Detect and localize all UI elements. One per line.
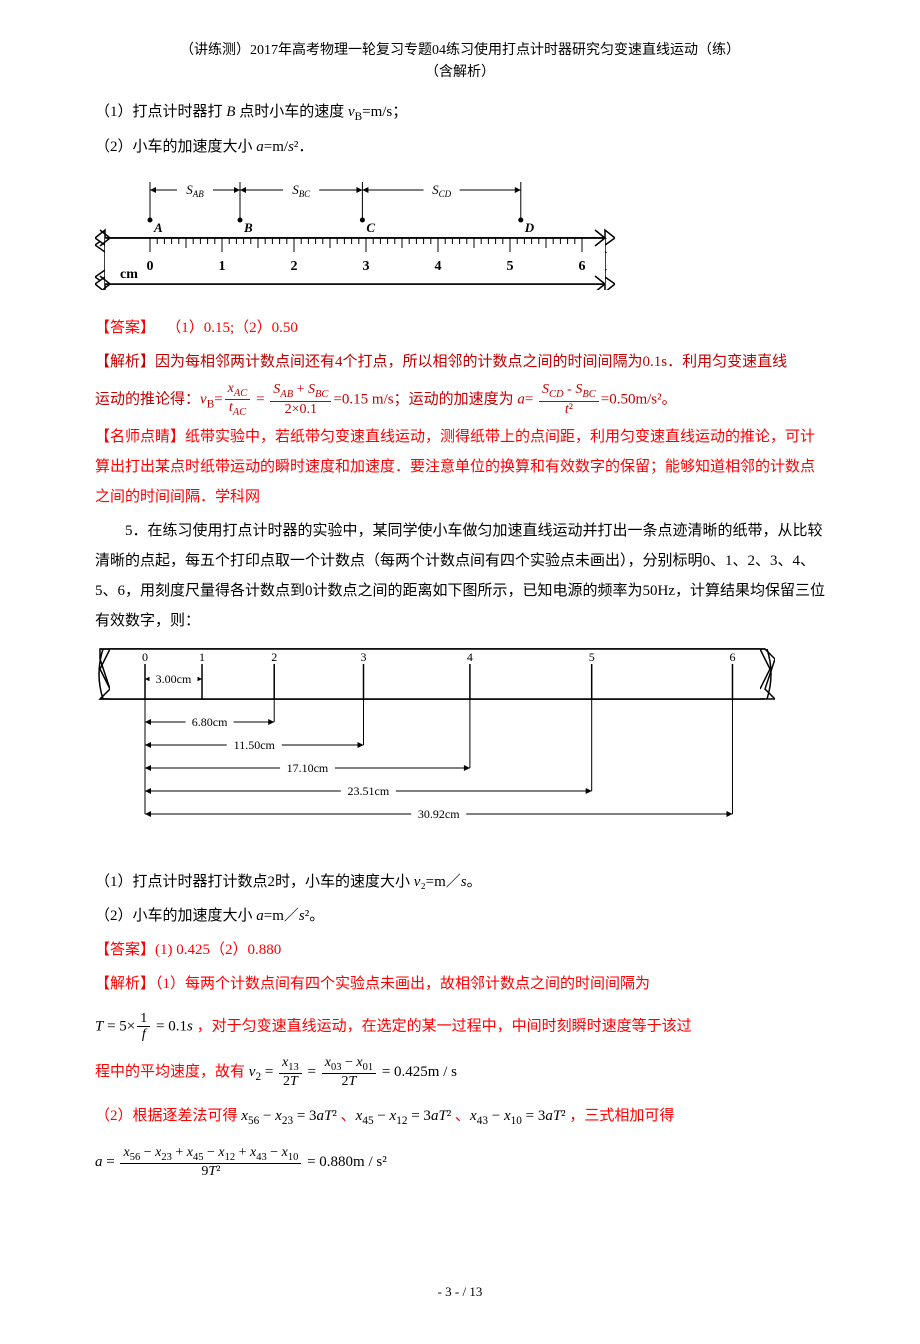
svg-text:D: D bbox=[524, 220, 535, 235]
page-footer: - 3 - / 13 bbox=[95, 1280, 825, 1305]
q5-formula2: 程中的平均速度，故有 v2 = x132T = x03 − x012T = 0.… bbox=[95, 1055, 825, 1090]
document-header: （讲练测）2017年高考物理一轮复习专题04练习使用打点计时器研究匀变速直线运动… bbox=[95, 40, 825, 85]
ruler-svg: 0123456 ABCD SABSBCSCD cm bbox=[95, 170, 615, 290]
svg-text:6.80cm: 6.80cm bbox=[192, 715, 228, 729]
svg-text:3: 3 bbox=[361, 650, 367, 664]
q5-part2: （2）根据逐差法可得 x56 − x23 = 3aT² 、x45 − x12 =… bbox=[95, 1101, 825, 1133]
header-line2: （含解析） bbox=[95, 62, 825, 84]
svg-text:2: 2 bbox=[291, 259, 298, 274]
svg-text:1: 1 bbox=[219, 259, 226, 274]
analysis-label: 【解析】 bbox=[95, 976, 155, 992]
svg-text:2: 2 bbox=[271, 650, 277, 664]
q5-analysis1: 【解析】（1）每两个计数点间有四个实验点未画出，故相邻计数点之间的时间间隔为 bbox=[95, 969, 825, 999]
svg-text:3: 3 bbox=[363, 259, 370, 274]
svg-text:3.00cm: 3.00cm bbox=[156, 672, 192, 686]
tape-svg: 0 1 2 3 4 5 6 3.00cm 6.80cm 11.50cm 17.10cm 23.51c… bbox=[95, 644, 775, 844]
svg-text:1: 1 bbox=[199, 650, 205, 664]
q5-answer: 【答案】(1) 0.425（2）0.880 bbox=[95, 935, 825, 965]
svg-text:11.50cm: 11.50cm bbox=[234, 738, 276, 752]
ruler-diagram: 0123456 ABCD SABSBCSCD cm bbox=[95, 170, 825, 301]
q4-line1: （1）打点计时器打 B 点时小车的速度 vB=m/s； bbox=[95, 97, 825, 129]
q4-analysis: 【解析】因为每相邻两计数点间还有4个打点，所以相邻的计数点之间的时间间隔为0.1… bbox=[95, 347, 825, 377]
answer-label: 【答案】 bbox=[95, 320, 155, 336]
svg-text:6: 6 bbox=[729, 650, 735, 664]
svg-text:A: A bbox=[153, 220, 163, 235]
svg-text:5: 5 bbox=[589, 650, 595, 664]
svg-text:6: 6 bbox=[579, 259, 586, 274]
svg-text:cm: cm bbox=[120, 267, 138, 282]
svg-text:B: B bbox=[243, 220, 253, 235]
teacher-label: 【名师点睛】 bbox=[95, 429, 185, 445]
svg-text:0: 0 bbox=[147, 259, 154, 274]
svg-text:C: C bbox=[366, 220, 375, 235]
header-line1: （讲练测）2017年高考物理一轮复习专题04练习使用打点计时器研究匀变速直线运动… bbox=[95, 40, 825, 62]
q5-line2: （2）小车的加速度大小 a=m／s²。 bbox=[95, 901, 825, 931]
q4-teacher: 【名师点睛】纸带实验中，若纸带匀变速直线运动，测得纸带上的点间距，利用匀变速直线… bbox=[95, 422, 825, 512]
q4-line2: （2）小车的加速度大小 a=m/s²． bbox=[95, 132, 825, 162]
analysis-label: 【解析】 bbox=[95, 354, 155, 370]
svg-text:30.92cm: 30.92cm bbox=[418, 807, 460, 821]
svg-text:4: 4 bbox=[435, 259, 442, 274]
q4-answer: 【答案】 （1）0.15;（2）0.50 bbox=[95, 313, 825, 343]
svg-text:17.10cm: 17.10cm bbox=[287, 761, 329, 775]
answer-label: 【答案】 bbox=[95, 942, 155, 958]
q5-line1: （1）打点计时器打计数点2时，小车的速度大小 v₂=m／s。 bbox=[95, 867, 825, 897]
q4-answer-text: （1）0.15;（2）0.50 bbox=[159, 320, 298, 336]
q5-formula3: a = x56 − x23 + x45 − x12 + x43 − x109T²… bbox=[95, 1145, 825, 1180]
svg-text:0: 0 bbox=[142, 650, 148, 664]
q4-analysis2: 运动的推论得：vB=xACtAC = SAB + SBC2×0.1=0.15 m… bbox=[95, 381, 825, 419]
svg-text:5: 5 bbox=[507, 259, 514, 274]
svg-text:4: 4 bbox=[467, 650, 473, 664]
tape-diagram: 0 1 2 3 4 5 6 3.00cm 6.80cm 11.50cm 17.10cm 23.51c… bbox=[95, 644, 825, 855]
svg-text:23.51cm: 23.51cm bbox=[348, 784, 390, 798]
q5-formula1: T = 5×1f = 0.1s ，对于匀变速直线运动，在选定的某一过程中，中间时… bbox=[95, 1011, 825, 1043]
q5-text: 5．在练习使用打点计时器的实验中，某同学使小车做匀加速直线运动并打出一条点迹清晰… bbox=[95, 516, 825, 636]
